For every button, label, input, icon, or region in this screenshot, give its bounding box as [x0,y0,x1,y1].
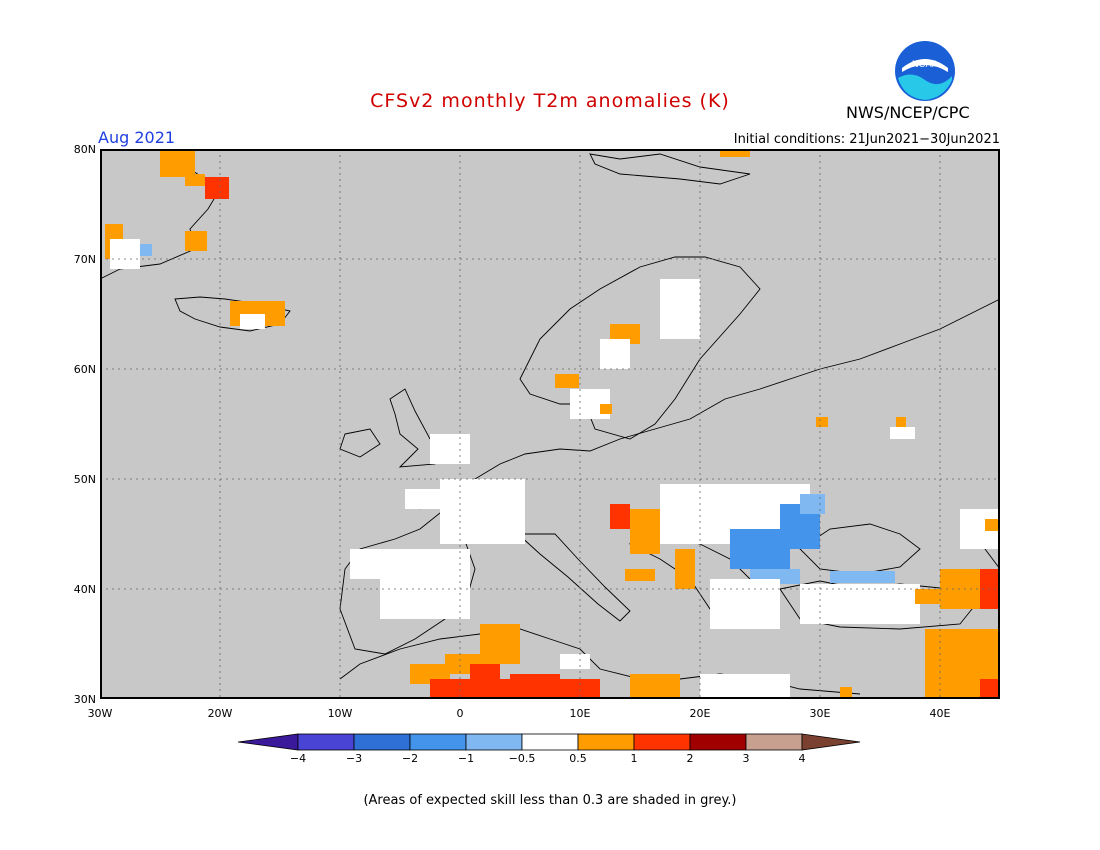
lat-label: 70N [73,253,96,266]
lon-label: 40E [929,707,951,720]
skill-note: (Areas of expected skill less than 0.3 a… [363,793,737,808]
colorbar-label: 0.5 [569,752,587,765]
lat-label: 60N [73,363,96,376]
lon-label: 10W [327,707,353,720]
svg-text:NOAA: NOAA [912,60,939,70]
lat-label: 50N [73,473,96,486]
colorbar-label: −3 [345,752,363,765]
colorbar-label: −4 [289,752,307,765]
colorbar-label: 1 [630,752,638,765]
colorbar-label: 3 [742,752,750,765]
colorbar-label: 4 [798,752,806,765]
lon-label: 10E [569,707,591,720]
valid-month: Aug 2021 [98,128,176,147]
lon-label: 20W [207,707,233,720]
colorbar-label: −0.5 [508,752,536,765]
colorbar-label: 2 [686,752,694,765]
anomaly-map [100,149,1000,699]
lon-label: 30W [87,707,113,720]
colorbar [238,733,861,751]
lon-label: 20E [689,707,711,720]
lon-label: 0 [456,707,464,720]
noaa-logo: NOAA [895,41,955,101]
colorbar-label: −2 [401,752,419,765]
lat-label: 40N [73,583,96,596]
lat-label: 30N [73,693,96,706]
anomaly-cells [105,149,1000,699]
graticule [100,149,1000,699]
lat-label: 80N [73,143,96,156]
lon-label: 30E [809,707,831,720]
chart-title: CFSv2 monthly T2m anomalies (K) [370,90,730,112]
agency-label: NWS/NCEP/CPC [846,103,970,122]
initial-conditions: Initial conditions: 21Jun2021−30Jun2021 [733,132,1000,147]
map-frame [100,149,1000,699]
colorbar-label: −1 [457,752,475,765]
